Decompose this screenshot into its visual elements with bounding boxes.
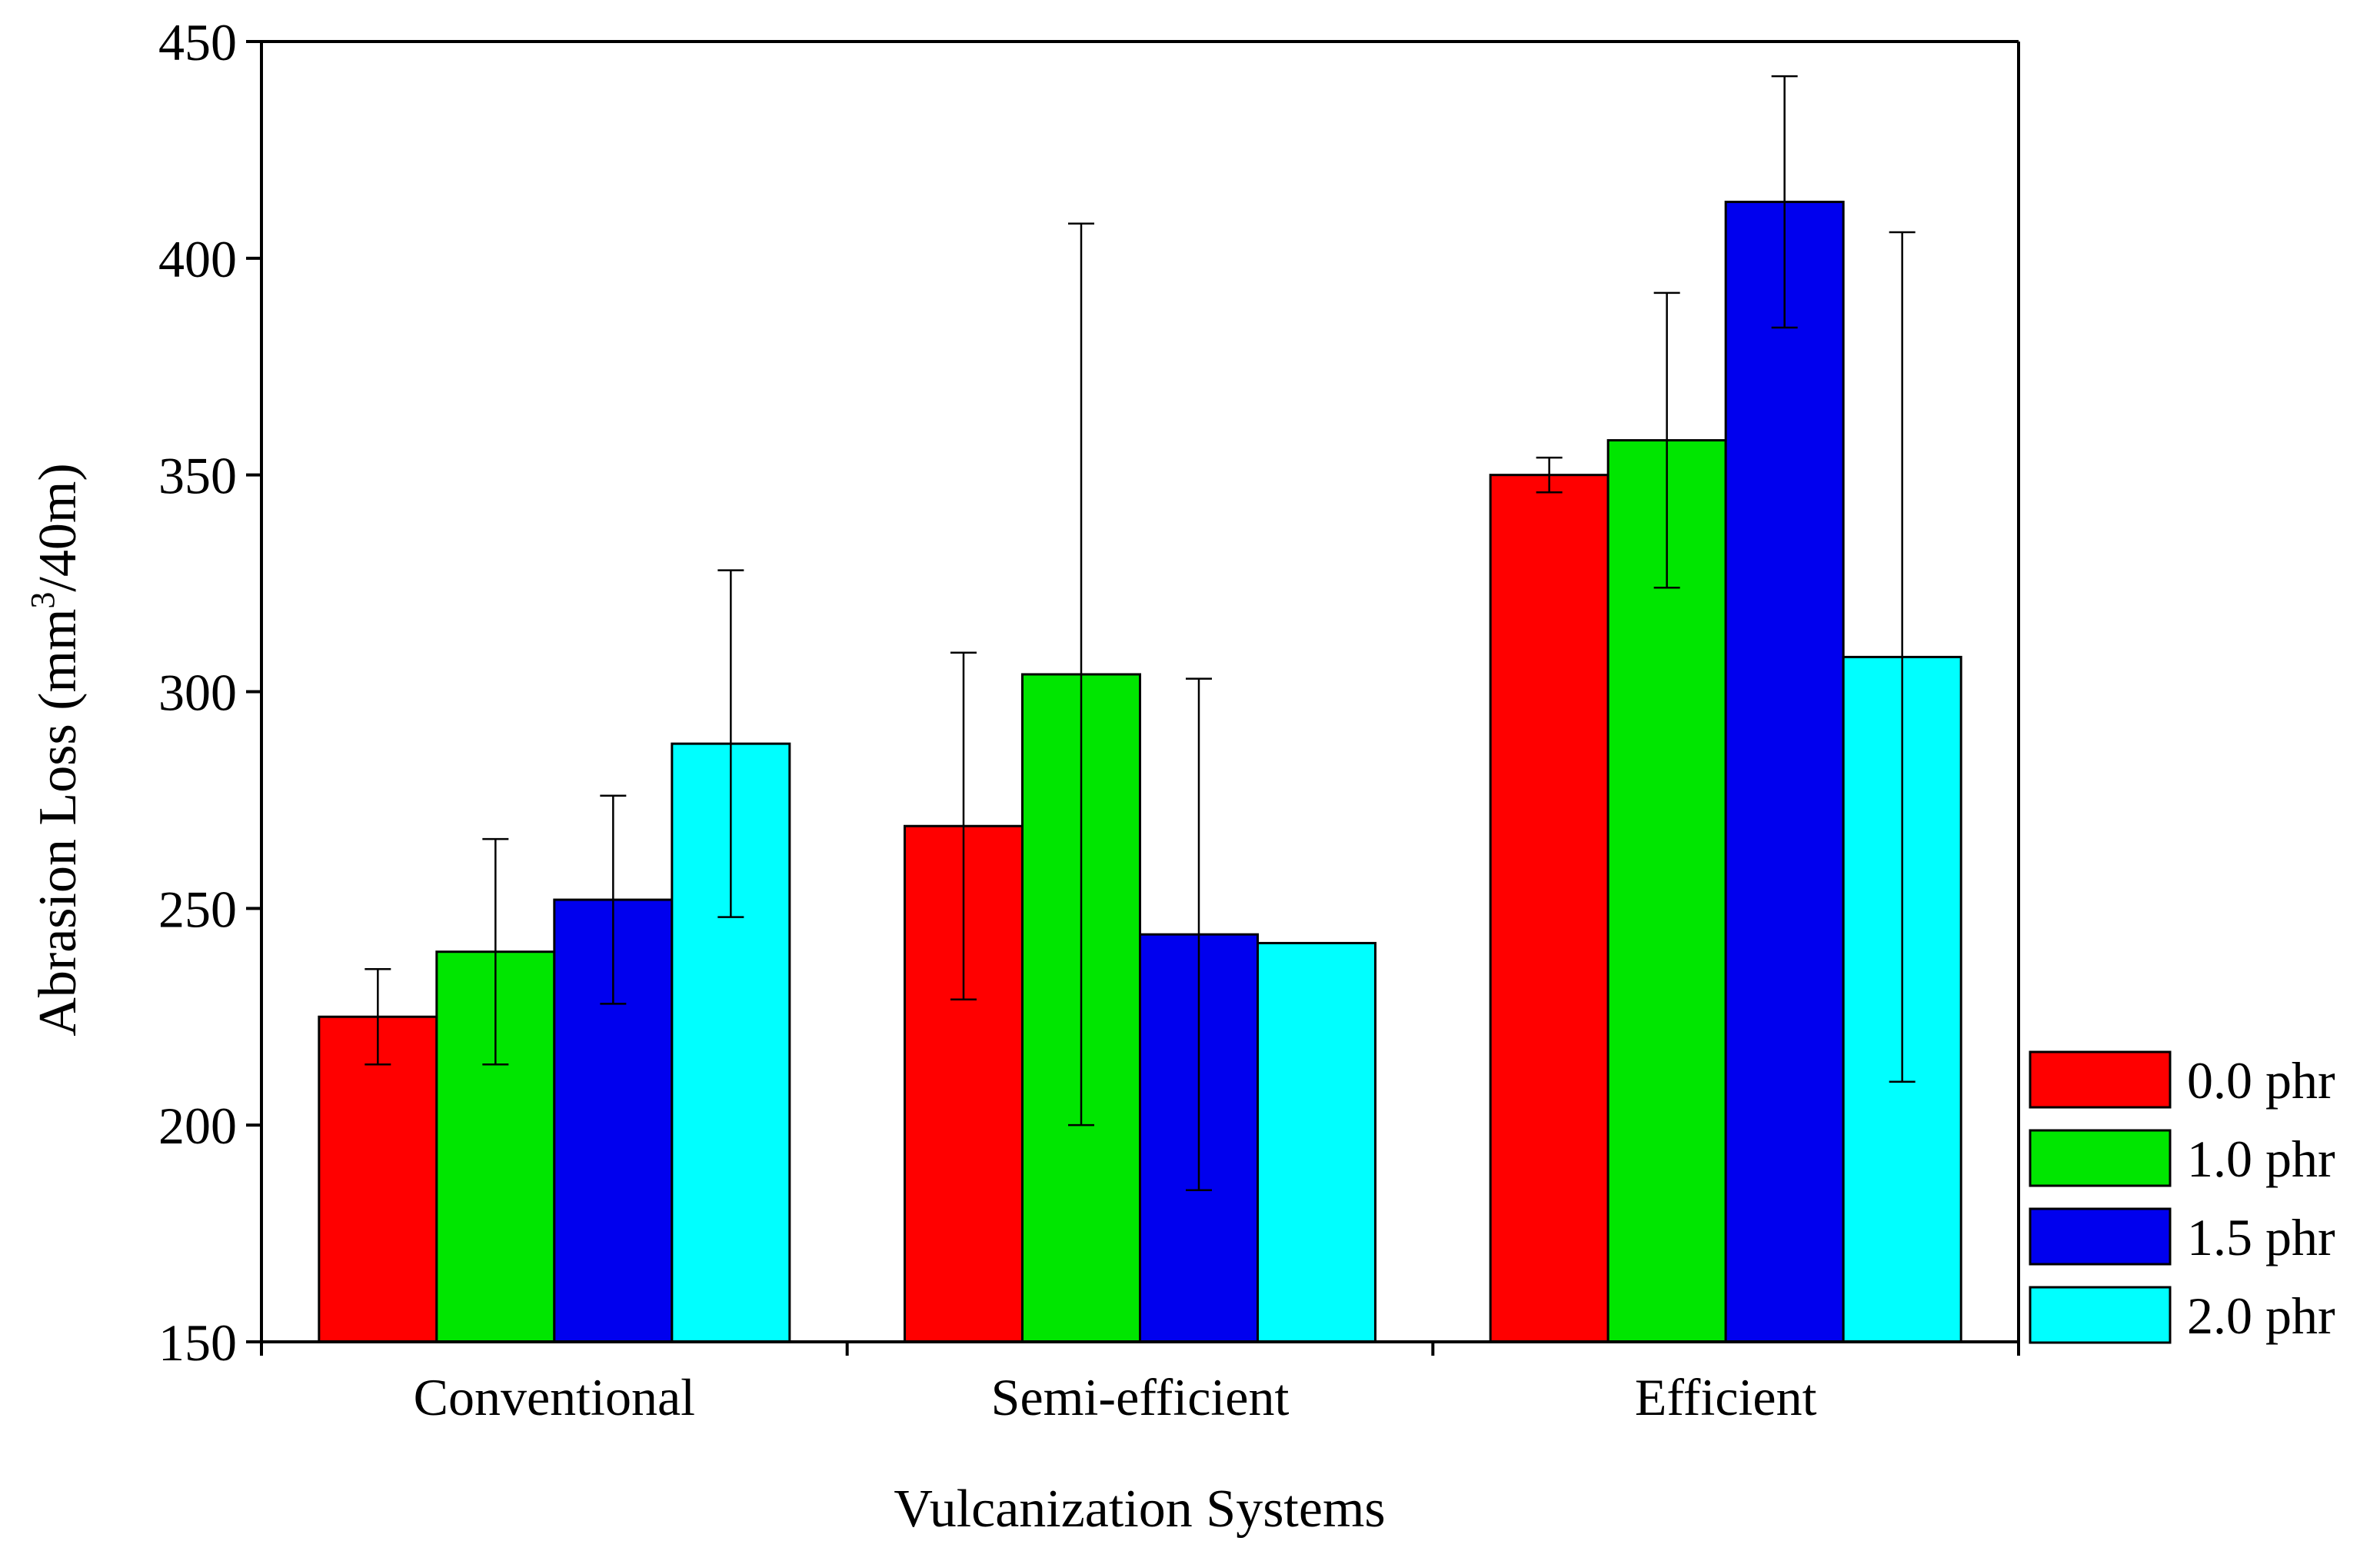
bar[interactable] — [318, 1015, 438, 1343]
legend: 0.0 phr 1.0 phr 1.5 phr 2.0 phr — [2029, 1050, 2335, 1345]
y-tick-label: 450 — [158, 13, 237, 72]
legend-swatch — [2029, 1207, 2172, 1266]
y-tick-label: 350 — [158, 447, 237, 505]
y-tick-label: 400 — [158, 230, 237, 288]
y-axis-label-suffix: /40m) — [28, 463, 88, 591]
x-axis-label: Vulcanization Systems — [894, 1479, 1385, 1539]
legend-label: 0.0 phr — [2187, 1051, 2335, 1110]
legend-swatch — [2029, 1050, 2172, 1109]
y-axis-label-superscript: 3 — [24, 592, 62, 609]
x-tick-label: Conventional — [414, 1368, 695, 1426]
y-tick-label: 300 — [158, 664, 237, 722]
y-tick-label: 200 — [158, 1097, 237, 1155]
bar[interactable] — [1257, 941, 1376, 1343]
y-axis-label: Abrasion Loss (mm3/40m) — [24, 463, 88, 1036]
legend-swatch — [2029, 1286, 2172, 1344]
x-tick-label: Semi-efficient — [991, 1368, 1290, 1426]
legend-swatch — [2029, 1129, 2172, 1187]
x-tick-label: Efficient — [1635, 1368, 1817, 1426]
y-tick-label: 150 — [158, 1313, 237, 1372]
bar[interactable] — [1489, 474, 1609, 1343]
error-bars-layer — [364, 75, 1916, 1191]
ticks-layer: 150 200 250 300 350 400 450 Conventional Semi-ef… — [158, 13, 2020, 1426]
legend-label: 1.5 phr — [2187, 1208, 2335, 1266]
bar[interactable] — [1724, 201, 1845, 1343]
y-axis-label-main: Abrasion Loss (mm — [28, 609, 88, 1037]
y-tick-label: 250 — [158, 880, 237, 938]
bars-layer — [318, 201, 1962, 1343]
legend-label: 2.0 phr — [2187, 1286, 2335, 1345]
legend-label: 1.0 phr — [2187, 1130, 2335, 1188]
